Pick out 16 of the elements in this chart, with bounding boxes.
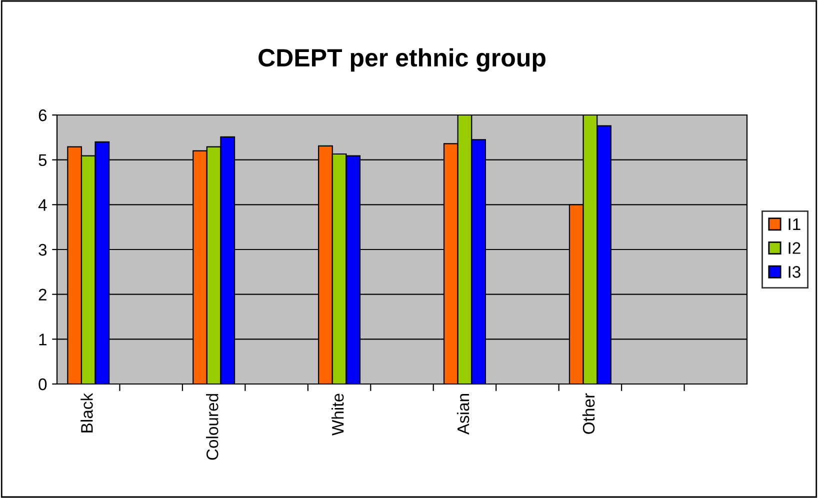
legend-label: I2 bbox=[788, 242, 800, 254]
chart-title: CDEPT per ethnic group bbox=[258, 48, 546, 72]
legend-label: I3 bbox=[788, 266, 800, 278]
x-tick-label: Black bbox=[80, 392, 93, 432]
x-tick-label: White bbox=[332, 394, 344, 436]
x-tick-label: Asian bbox=[456, 394, 470, 435]
y-tick-label: 4 bbox=[38, 199, 47, 211]
y-tick-label: 5 bbox=[38, 154, 47, 166]
x-tick-label: Coloured bbox=[206, 394, 218, 460]
x-tick-label: Other bbox=[582, 393, 595, 434]
y-tick-label: 1 bbox=[39, 334, 46, 346]
legend-label: I1 bbox=[788, 218, 800, 230]
y-tick-label: 2 bbox=[38, 288, 46, 300]
y-tick-label: 0 bbox=[38, 378, 47, 390]
y-tick-label: 6 bbox=[38, 109, 47, 122]
y-tick-label: 3 bbox=[38, 244, 47, 256]
